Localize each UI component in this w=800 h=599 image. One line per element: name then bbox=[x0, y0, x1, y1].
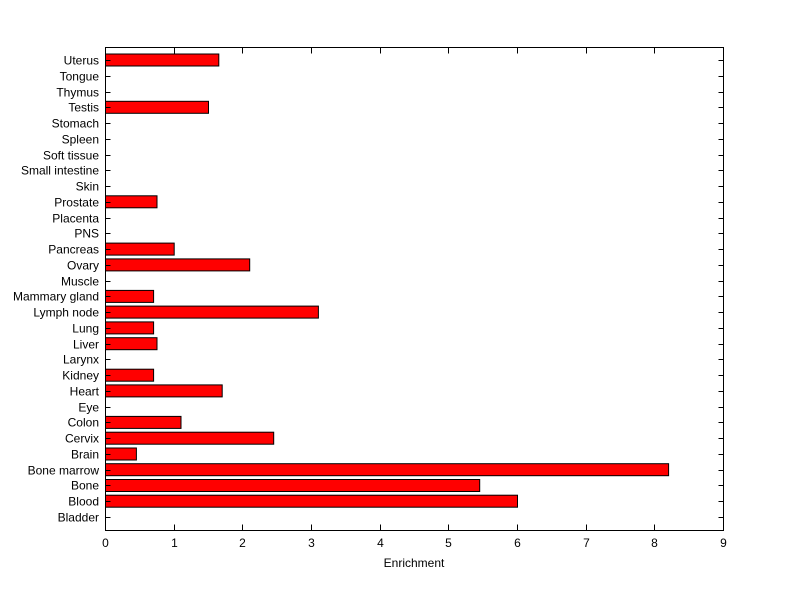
category-label-small-intestine: Small intestine bbox=[21, 164, 99, 178]
category-label-soft-tissue: Soft tissue bbox=[43, 149, 99, 163]
bar-colon bbox=[105, 415, 182, 429]
bar-lung bbox=[105, 321, 155, 335]
x-tick-label: 0 bbox=[102, 536, 109, 550]
bar-ovary bbox=[105, 258, 251, 272]
category-label-skin: Skin bbox=[76, 180, 99, 194]
category-label-colon: Colon bbox=[68, 416, 99, 430]
x-tick-label: 7 bbox=[583, 536, 590, 550]
bar-testis bbox=[105, 100, 209, 114]
bar-pancreas bbox=[105, 242, 175, 256]
category-label-lymph-node: Lymph node bbox=[33, 306, 99, 320]
x-tick-label: 5 bbox=[445, 536, 452, 550]
category-label-cervix: Cervix bbox=[65, 432, 99, 446]
plot-box bbox=[105, 47, 724, 531]
category-label-larynx: Larynx bbox=[63, 353, 99, 367]
category-label-mammary-gland: Mammary gland bbox=[13, 290, 99, 304]
bar-prostate bbox=[105, 195, 158, 209]
bar-bone-marrow bbox=[105, 463, 670, 477]
x-tick-label: 8 bbox=[651, 536, 658, 550]
x-tick-label: 3 bbox=[308, 536, 315, 550]
category-label-ovary: Ovary bbox=[67, 259, 99, 273]
bar-liver bbox=[105, 337, 158, 351]
bar-heart bbox=[105, 384, 223, 398]
category-label-thymus: Thymus bbox=[56, 86, 99, 100]
bar-bone bbox=[105, 479, 481, 492]
category-label-testis: Testis bbox=[68, 101, 99, 115]
x-tick-label: 9 bbox=[720, 536, 727, 550]
category-label-lung: Lung bbox=[72, 322, 99, 336]
category-label-prostate: Prostate bbox=[54, 196, 99, 210]
x-tick-label: 1 bbox=[171, 536, 178, 550]
bar-uterus bbox=[105, 53, 220, 67]
category-label-eye: Eye bbox=[78, 401, 99, 415]
category-label-uterus: Uterus bbox=[64, 54, 99, 68]
category-label-bone-marrow: Bone marrow bbox=[28, 464, 100, 478]
bar-kidney bbox=[105, 368, 155, 382]
category-label-bladder: Bladder bbox=[58, 511, 99, 525]
category-label-liver: Liver bbox=[73, 338, 99, 352]
category-label-stomach: Stomach bbox=[52, 117, 99, 131]
x-axis-label: Enrichment bbox=[384, 556, 445, 570]
bar-lymph-node bbox=[105, 305, 319, 319]
category-label-pancreas: Pancreas bbox=[48, 243, 99, 257]
x-tick-label: 2 bbox=[239, 536, 246, 550]
category-label-bone: Bone bbox=[71, 479, 99, 493]
x-tick-label: 4 bbox=[377, 536, 384, 550]
category-label-pns: PNS bbox=[74, 227, 99, 241]
category-label-brain: Brain bbox=[71, 448, 99, 462]
x-tick-label: 6 bbox=[514, 536, 521, 550]
category-label-spleen: Spleen bbox=[62, 133, 99, 147]
category-label-tongue: Tongue bbox=[60, 70, 100, 84]
bar-cervix bbox=[105, 431, 275, 445]
bar-blood bbox=[105, 494, 518, 508]
category-label-heart: Heart bbox=[70, 385, 100, 399]
category-label-muscle: Muscle bbox=[61, 275, 99, 289]
bar-mammary-gland bbox=[105, 289, 155, 303]
category-label-placenta: Placenta bbox=[52, 212, 99, 226]
category-label-blood: Blood bbox=[68, 495, 99, 509]
category-label-kidney: Kidney bbox=[62, 369, 99, 383]
